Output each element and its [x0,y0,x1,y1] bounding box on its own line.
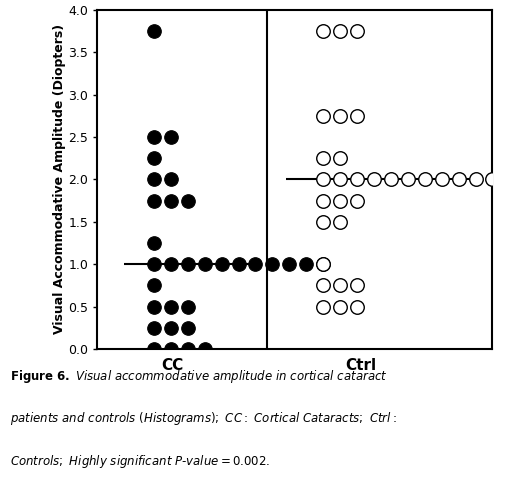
Point [455,176,463,184]
Point [150,133,158,141]
Point [471,176,480,184]
Point [319,112,327,120]
Point [150,324,158,332]
Point [336,154,344,162]
Point [201,260,209,268]
Y-axis label: Visual Accommodative Amplitude (Diopters): Visual Accommodative Amplitude (Diopters… [53,24,66,335]
Point [184,324,192,332]
Point [438,176,446,184]
Point [319,154,327,162]
Point [150,197,158,204]
Point [268,260,277,268]
Point [184,260,192,268]
Point [353,282,361,290]
Point [353,176,361,184]
Point [167,176,175,184]
Point [336,218,344,226]
Point [285,260,293,268]
Point [353,27,361,35]
Point [218,260,226,268]
Point [167,345,175,353]
Point [353,302,361,310]
Point [319,176,327,184]
Point [353,112,361,120]
Point [150,239,158,247]
Point [150,282,158,290]
Point [150,302,158,310]
Point [319,282,327,290]
Point [150,345,158,353]
Text: $\mathbf{Figure\ 6.}$ $\it{Visual\ accommodative\ amplitude\ in\ cortical\ catar: $\mathbf{Figure\ 6.}$ $\it{Visual\ accom… [10,368,388,385]
Point [353,197,361,204]
Point [167,197,175,204]
Point [150,154,158,162]
Point [488,176,497,184]
Point [319,27,327,35]
Point [150,27,158,35]
Point [387,176,395,184]
Point [167,260,175,268]
Point [421,176,429,184]
Point [184,302,192,310]
Point [319,260,327,268]
Point [319,197,327,204]
Point [336,197,344,204]
Text: $\it{Controls;\ Highly\ significant\ P\text{-}value=0.002.}$: $\it{Controls;\ Highly\ significant\ P\t… [10,453,271,470]
Point [167,324,175,332]
Point [201,345,209,353]
Point [319,302,327,310]
Point [234,260,243,268]
Point [336,176,344,184]
Point [404,176,412,184]
Point [370,176,378,184]
Point [150,176,158,184]
Point [184,197,192,204]
Point [319,260,327,268]
Point [167,133,175,141]
Point [319,218,327,226]
Point [336,302,344,310]
Point [336,27,344,35]
Point [302,260,310,268]
Point [184,345,192,353]
Text: $\it{patients\ and\ controls\ (Histograms);\ CC:\ Cortical\ Cataracts;\ Ctrl:}$: $\it{patients\ and\ controls\ (Histogram… [10,410,397,427]
Point [251,260,260,268]
Point [167,302,175,310]
Point [150,260,158,268]
Point [336,112,344,120]
Point [336,282,344,290]
